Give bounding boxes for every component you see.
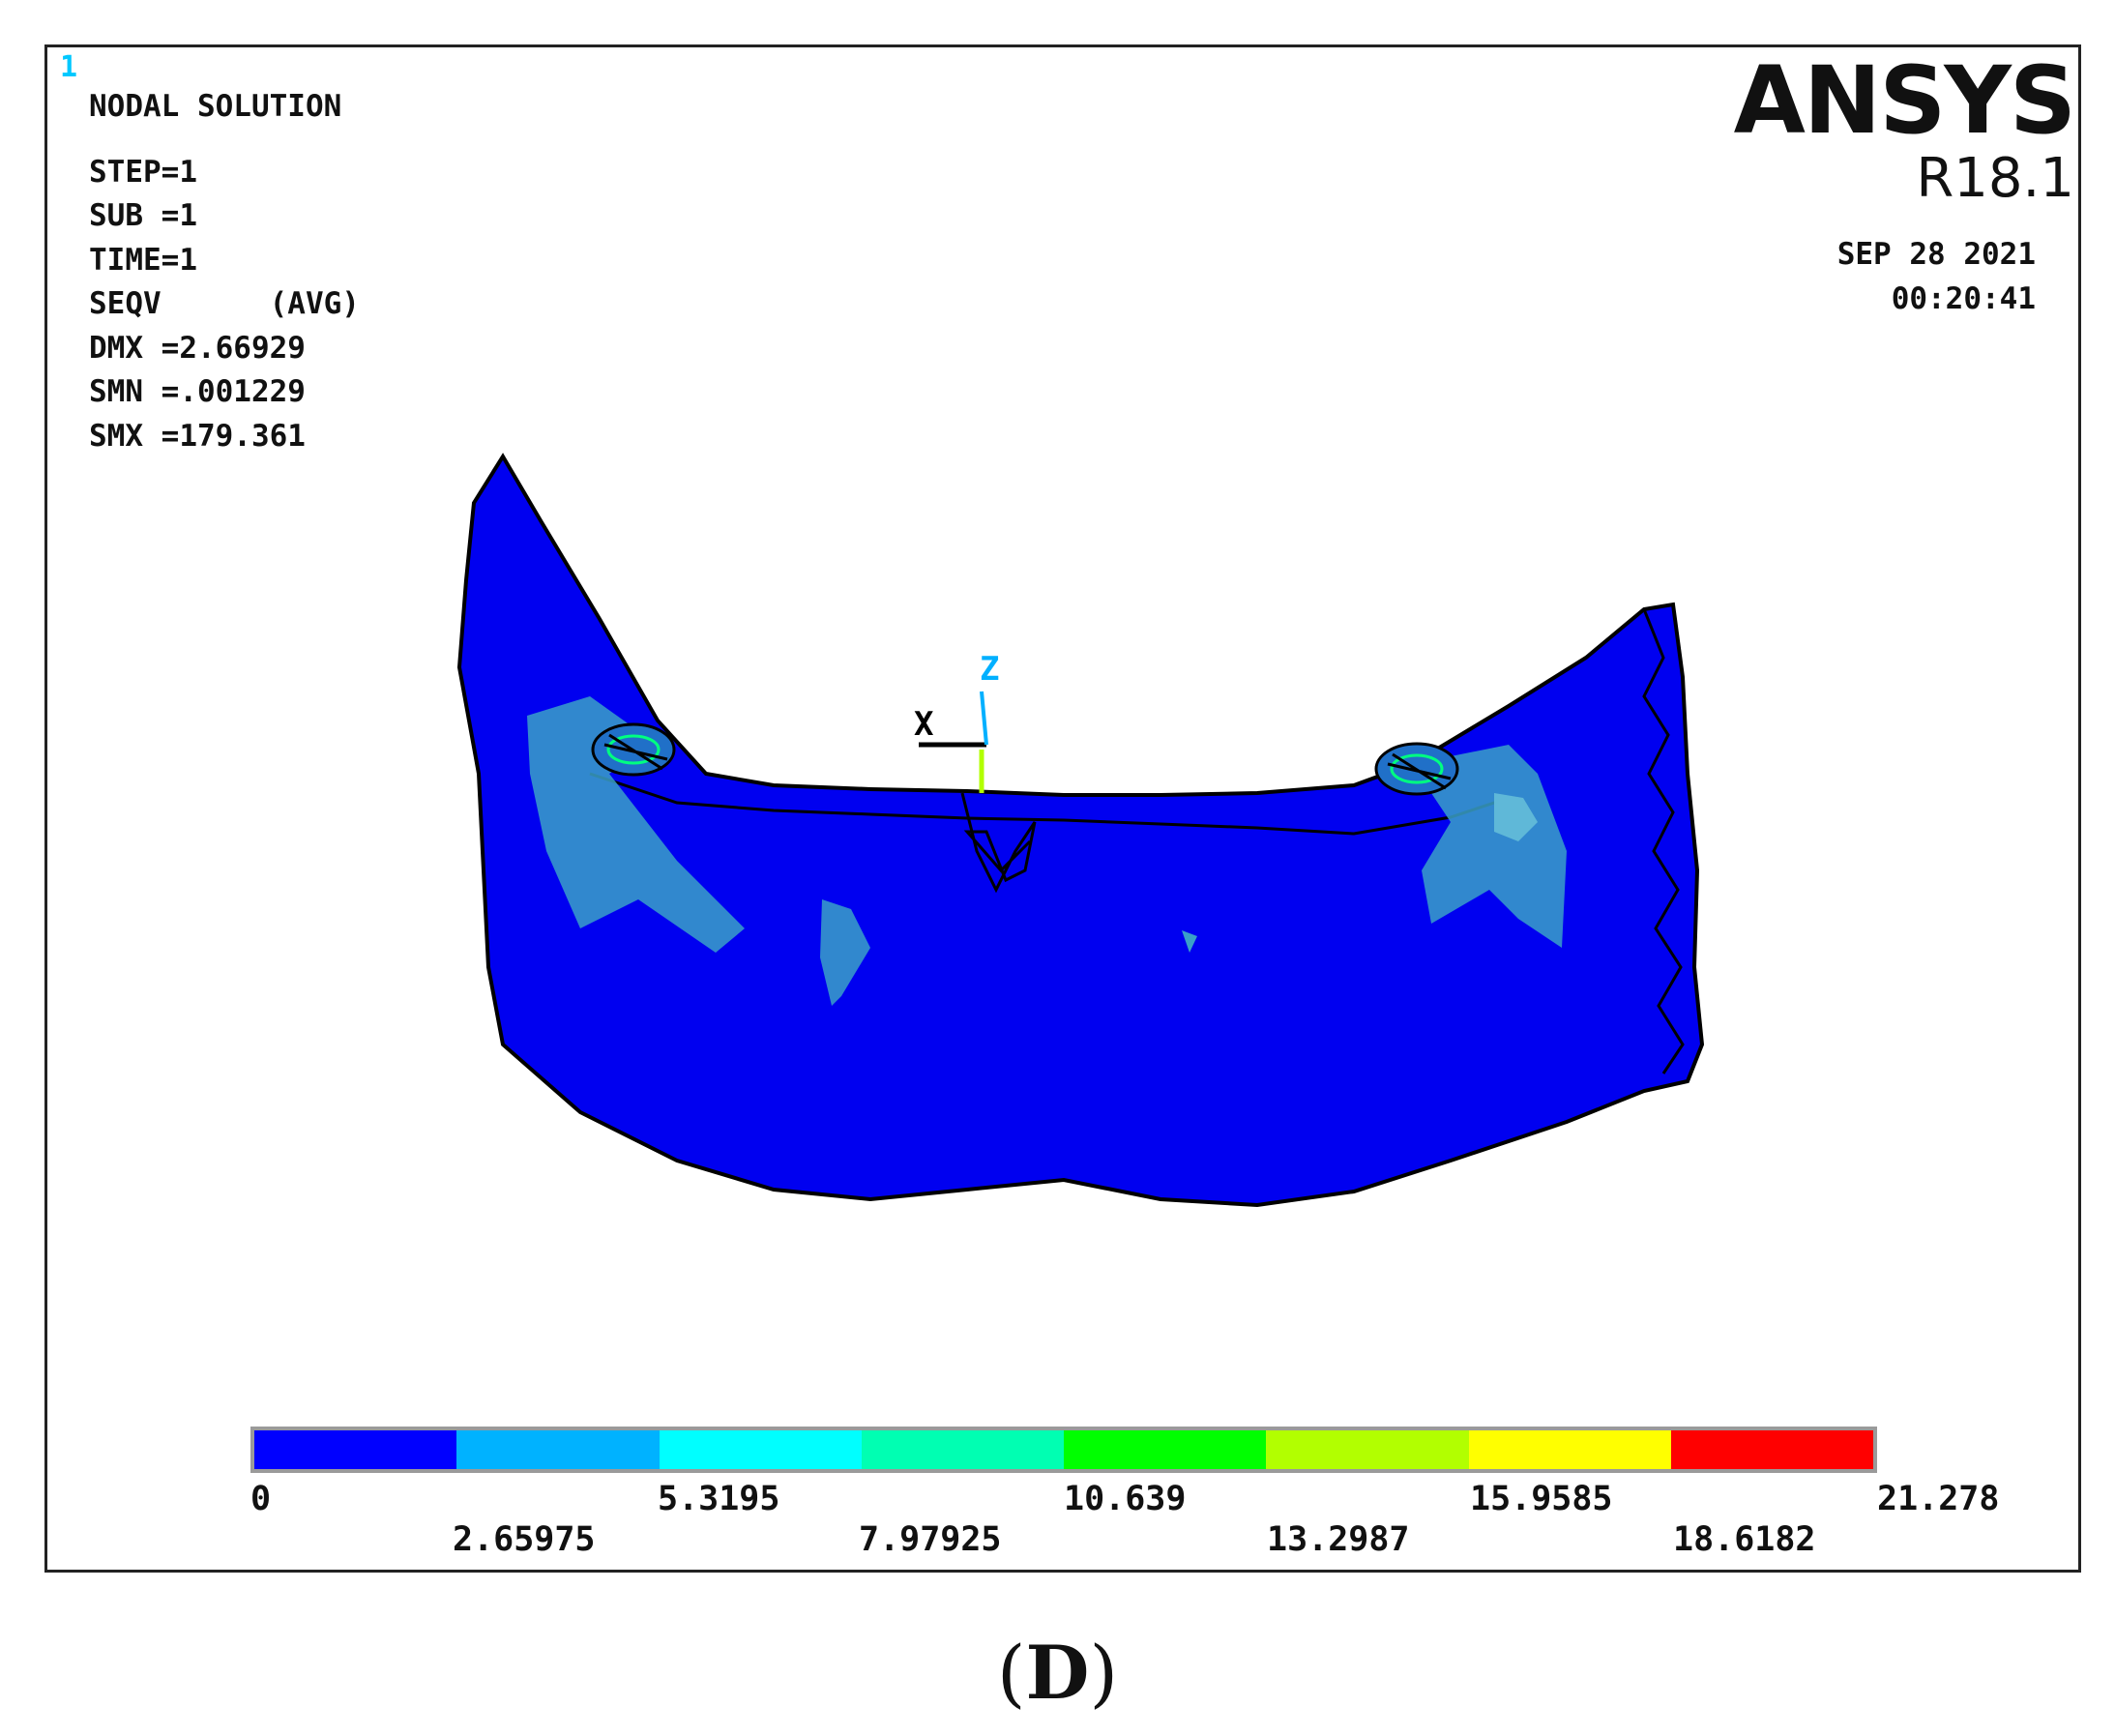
- stress-patch-small: [1182, 930, 1197, 953]
- legend-label-bottom: 2.65975: [453, 1520, 596, 1559]
- center-mesh: [960, 792, 1037, 894]
- legend-label-top: 15.9585: [1470, 1480, 1613, 1518]
- bolt-hole-right: [1374, 742, 1459, 796]
- info-row-sub: SUB =1: [89, 198, 197, 233]
- info-row-smx: SMX =179.361: [89, 418, 306, 454]
- info-row-step: STEP=1: [89, 154, 197, 190]
- z-axis-label: Z: [980, 650, 999, 689]
- info-row-seqv: SEQV (AVG): [89, 286, 360, 321]
- legend-swatch: [659, 1430, 862, 1469]
- legend-swatch: [861, 1430, 1064, 1469]
- stress-patch-center: [820, 899, 870, 1006]
- legend-label-top: 21.278: [1877, 1480, 2000, 1518]
- time-text: 00:20:41: [1891, 281, 2036, 316]
- legend-label-top: 0: [250, 1480, 272, 1518]
- panel-letter: D: [1025, 1630, 1090, 1716]
- stress-patch-right: [1412, 745, 1567, 948]
- model-ridge: [589, 772, 1510, 836]
- stress-patch-right-inner: [1494, 793, 1538, 841]
- solution-info: NODAL SOLUTION STEP=1 SUB =1 TIME=1 SEQV…: [89, 85, 360, 458]
- legend-label-bottom: 7.97925: [859, 1520, 1002, 1559]
- legend-swatch: [456, 1430, 660, 1469]
- legend-label-top: 10.639: [1064, 1480, 1187, 1518]
- axis-triad: [919, 691, 988, 793]
- contour-legend-bar: [250, 1427, 1877, 1473]
- model-body: [456, 453, 1705, 1208]
- datetime: SEP 28 2021 00:20:41: [1837, 232, 2036, 321]
- stress-patch-left: [527, 696, 745, 953]
- legend-label-bottom: 13.2987: [1267, 1520, 1410, 1559]
- date-text: SEP 28 2021: [1836, 237, 2036, 272]
- info-row-dmx: DMX =2.66929: [89, 330, 306, 366]
- info-row-smn: SMN =.001229: [89, 374, 306, 409]
- legend-label-bottom: 18.6182: [1673, 1520, 1816, 1559]
- info-row-time: TIME=1: [89, 242, 197, 278]
- panel-label: (D): [996, 1630, 1119, 1716]
- legend-swatch: [254, 1430, 457, 1469]
- bolt-hole-left: [591, 722, 676, 777]
- legend-label-top: 5.3195: [658, 1480, 780, 1518]
- x-axis-label: X: [914, 705, 934, 744]
- brand-version: R18.1: [1916, 147, 2074, 210]
- legend-swatch: [1468, 1430, 1671, 1469]
- legend-swatch: [1670, 1430, 1873, 1469]
- window-number: 1: [60, 50, 78, 84]
- legend-swatch: [1266, 1430, 1469, 1469]
- jagged-edge-right: [1642, 608, 1685, 1074]
- legend-swatch: [1064, 1430, 1267, 1469]
- brand-name: ANSYS: [1733, 46, 2076, 155]
- brand-logo: ANSYS R18.1: [1733, 46, 2076, 210]
- info-title: NODAL SOLUTION: [89, 89, 342, 124]
